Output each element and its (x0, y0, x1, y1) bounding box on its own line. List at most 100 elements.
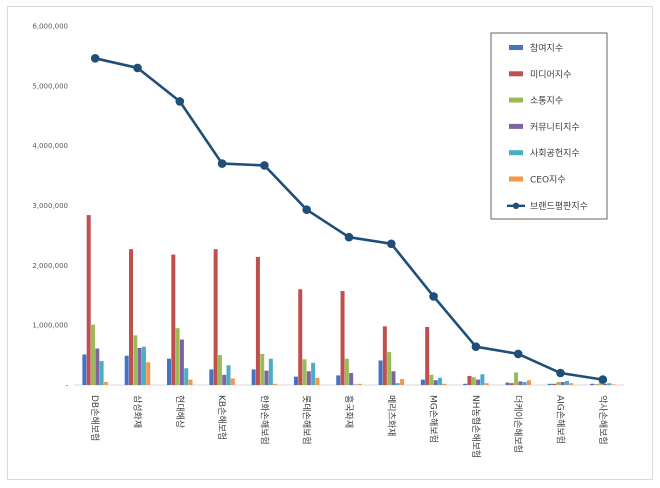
category-label: 삼성화재 (132, 395, 143, 428)
category-label: 롯데손해보험 (301, 395, 312, 445)
bar (222, 374, 227, 385)
category-label: DB손해보험 (89, 395, 100, 441)
line-point (471, 342, 481, 352)
bar (480, 374, 485, 385)
line-point (260, 161, 269, 170)
bar-series-4 (95, 339, 607, 385)
bar (171, 254, 176, 385)
bar (526, 380, 531, 385)
category-label: NH농협손해보험 (470, 395, 482, 458)
bar (611, 384, 616, 385)
line-point (90, 54, 100, 63)
bar (141, 346, 146, 385)
legend-label: 브랜드평판지수 (530, 201, 588, 212)
bar (598, 382, 603, 385)
bar (387, 352, 392, 385)
bar (476, 379, 481, 385)
legend-label: 참여지수 (530, 42, 563, 54)
y-tick-label: - (65, 382, 68, 390)
line-point (302, 205, 312, 214)
bar (315, 377, 320, 385)
bar (467, 376, 472, 385)
line-point (556, 368, 565, 378)
category-label: 한화손해보험 (258, 395, 269, 445)
bar (547, 383, 552, 385)
bar (382, 326, 387, 385)
bar (293, 376, 298, 385)
bar (509, 383, 514, 385)
bar (603, 383, 607, 385)
bar (336, 375, 341, 385)
bar (302, 359, 307, 385)
bar (99, 361, 104, 385)
bar (133, 335, 138, 385)
bar (522, 382, 527, 385)
legend-label: 사회공헌지수 (530, 148, 580, 159)
bar (255, 256, 260, 385)
line-point (598, 375, 608, 384)
category-label: 더케이손해보험 (512, 395, 523, 453)
bar (213, 249, 218, 385)
bar (590, 383, 595, 385)
bar-series-3 (91, 324, 603, 385)
bar (425, 326, 430, 385)
bar (103, 382, 108, 385)
bar (124, 355, 129, 385)
bar (391, 371, 396, 385)
bar-series-2 (86, 215, 599, 385)
bar (471, 377, 476, 385)
bar (518, 381, 523, 385)
line-point (344, 232, 354, 242)
category-label: 흥국화재 (343, 395, 355, 428)
bar (137, 347, 142, 385)
line-point (133, 63, 142, 73)
y-tick-label: 3,000,000 (32, 202, 68, 210)
bar (552, 383, 557, 385)
bar (298, 289, 303, 385)
legend-label: 커뮤니티지수 (530, 122, 580, 133)
bar (175, 328, 180, 385)
bar (268, 358, 273, 385)
bar (378, 360, 383, 385)
bar (226, 365, 231, 385)
y-tick-label: 2,000,000 (32, 262, 68, 270)
y-tick-label: 4,000,000 (32, 142, 68, 150)
bar (146, 362, 151, 385)
bar (564, 380, 569, 385)
bar (438, 377, 443, 385)
category-label: AIG손해보험 (555, 395, 566, 444)
bar (463, 383, 468, 385)
bar (209, 369, 214, 385)
category-label: MG손해보험 (428, 395, 439, 443)
bar (560, 382, 565, 385)
legend-swatch (509, 123, 523, 129)
y-tick-label: 1,000,000 (32, 322, 68, 330)
line-point (513, 349, 523, 359)
bar (273, 383, 278, 385)
bar (184, 368, 189, 385)
bar (569, 383, 574, 385)
legend-swatch (509, 45, 523, 50)
bar (86, 215, 91, 385)
bar (167, 358, 172, 385)
legend-marker (512, 202, 520, 209)
line-point (387, 239, 396, 249)
bar (429, 374, 434, 385)
line-point (175, 97, 185, 106)
bar (82, 354, 87, 385)
bar (91, 324, 95, 385)
category-label: 현대해상 (174, 395, 185, 428)
y-tick-label: 5,000,000 (32, 82, 68, 90)
bar (264, 370, 269, 385)
bar (179, 339, 184, 385)
legend-swatch (509, 71, 523, 77)
bar (188, 379, 193, 385)
bar (607, 383, 612, 385)
bar-series-5 (99, 346, 612, 385)
bar (340, 291, 345, 385)
bar (484, 383, 489, 385)
bar (442, 383, 447, 385)
bar (400, 379, 405, 385)
